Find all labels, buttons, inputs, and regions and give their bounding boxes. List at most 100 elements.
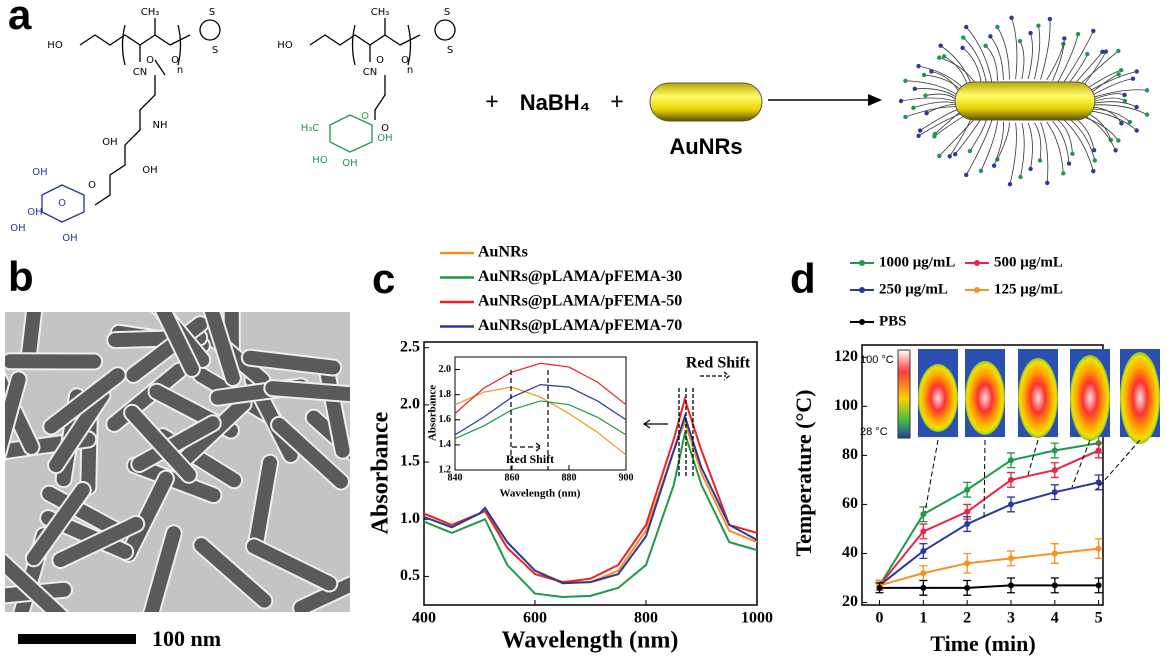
nanorod — [51, 514, 146, 570]
sugar-unit — [1062, 36, 1067, 41]
nanorod — [270, 415, 350, 491]
data-point — [1095, 545, 1102, 552]
y-tick-label: 1.0 — [400, 510, 420, 527]
atom-label: O — [361, 111, 369, 122]
sugar-unit — [1070, 151, 1075, 157]
panel-label: b — [8, 253, 34, 300]
nanorod — [240, 348, 343, 377]
sugar-unit — [1028, 166, 1033, 172]
legend-marker — [974, 260, 980, 266]
sugar-unit — [1118, 68, 1124, 73]
data-line — [878, 442, 1099, 586]
data-line — [423, 413, 758, 585]
polymer-chain — [969, 119, 987, 152]
scheme — [649, 15, 1150, 187]
atom-label: O — [58, 198, 66, 209]
nanorod — [42, 366, 127, 436]
arrow-head — [868, 94, 882, 106]
sugar-unit — [1122, 98, 1128, 104]
nanorod — [142, 524, 183, 612]
polymer-chain — [926, 104, 957, 114]
axis-frame — [423, 341, 758, 606]
y-tick-label: 1.5 — [400, 453, 420, 470]
polymer-chain — [900, 97, 956, 102]
nanorod — [123, 403, 198, 484]
polymer-chain — [1073, 51, 1103, 86]
polymer-chain — [997, 122, 1010, 160]
sugar-unit — [1103, 49, 1109, 54]
atom-label: OH — [342, 158, 357, 169]
polymer-chain — [1020, 122, 1025, 178]
y-tick-label: 2.0 — [400, 396, 420, 413]
polymer-chain — [980, 121, 998, 172]
x-axis-label: Wavelength (nm) — [500, 488, 581, 500]
data-point — [964, 521, 971, 528]
scale-bar-label: 100 nm — [152, 626, 221, 651]
structure-1 — [41, 18, 221, 223]
atom-label: H₃C — [301, 123, 320, 134]
atom-label: O — [381, 123, 389, 134]
atom-label: OH — [62, 233, 77, 244]
polymer-chain — [990, 36, 1004, 81]
data-point — [1095, 479, 1102, 486]
sugar-unit — [937, 153, 942, 159]
data-line — [878, 449, 1100, 587]
polymer-chain — [1046, 43, 1064, 81]
legend-label: 500 μg/mL — [994, 254, 1063, 270]
polymer-chain — [965, 120, 993, 176]
axis-frame — [861, 344, 1104, 606]
sugar-unit — [1134, 128, 1139, 133]
gold-nanorod — [954, 81, 1096, 121]
data-line — [879, 584, 1099, 589]
nanorod — [5, 370, 28, 470]
polymer-chain — [931, 71, 960, 94]
sugar-unit — [1127, 119, 1133, 125]
x-tick-label: 600 — [523, 610, 547, 627]
polymer-chain — [1040, 122, 1049, 183]
thermal-spot — [918, 364, 958, 432]
sugar-unit — [961, 35, 966, 40]
data-line — [454, 400, 627, 440]
polymer-chain — [914, 88, 957, 98]
y-tick-label: 20 — [842, 593, 858, 610]
sugar-unit — [923, 93, 928, 98]
inset-pointer — [642, 419, 668, 429]
y-axis-label: Absorbance — [427, 385, 439, 441]
legend-label: PBS — [879, 313, 907, 329]
annotation-marks — [678, 371, 731, 478]
image-pointer — [1027, 439, 1039, 476]
atom-label: OH — [142, 165, 157, 176]
nanorod — [244, 537, 339, 593]
data-point — [964, 584, 971, 591]
sugar-unit — [1119, 121, 1124, 126]
atom-label: O — [376, 55, 384, 66]
legend-label: 250 μg/mL — [879, 281, 948, 297]
atom-label: CN — [363, 67, 377, 78]
x-tick-label: 4 — [1051, 610, 1059, 627]
atom-label: OH — [377, 133, 392, 144]
legend-marker — [859, 287, 865, 293]
atom-label: HO — [277, 40, 293, 51]
atom-label: S — [444, 7, 450, 18]
polymer-chain — [1093, 89, 1148, 98]
atom-label: OH — [32, 167, 47, 178]
inset-shift-marks — [510, 370, 549, 470]
sugar-unit — [1091, 147, 1097, 153]
sugar-unit — [1007, 182, 1013, 187]
thermal-spot — [1120, 352, 1160, 444]
data-point — [1007, 582, 1014, 589]
sugar-unit — [941, 54, 947, 59]
x-axis-label: Time (min) — [930, 631, 1035, 656]
x-tick-label: 900 — [619, 472, 634, 483]
polymer-chain — [918, 111, 966, 137]
y-tick-label: 1.8 — [439, 389, 452, 400]
data-point — [964, 486, 971, 493]
sugar-unit — [1116, 138, 1121, 143]
sugar-unit — [1113, 148, 1118, 153]
x-tick-label: 2 — [963, 610, 971, 627]
atom-label: OH — [102, 137, 117, 148]
polymer-chain — [905, 80, 958, 96]
atom-label: S — [447, 45, 453, 56]
data-point — [1051, 489, 1058, 496]
sugar-unit — [911, 105, 916, 111]
